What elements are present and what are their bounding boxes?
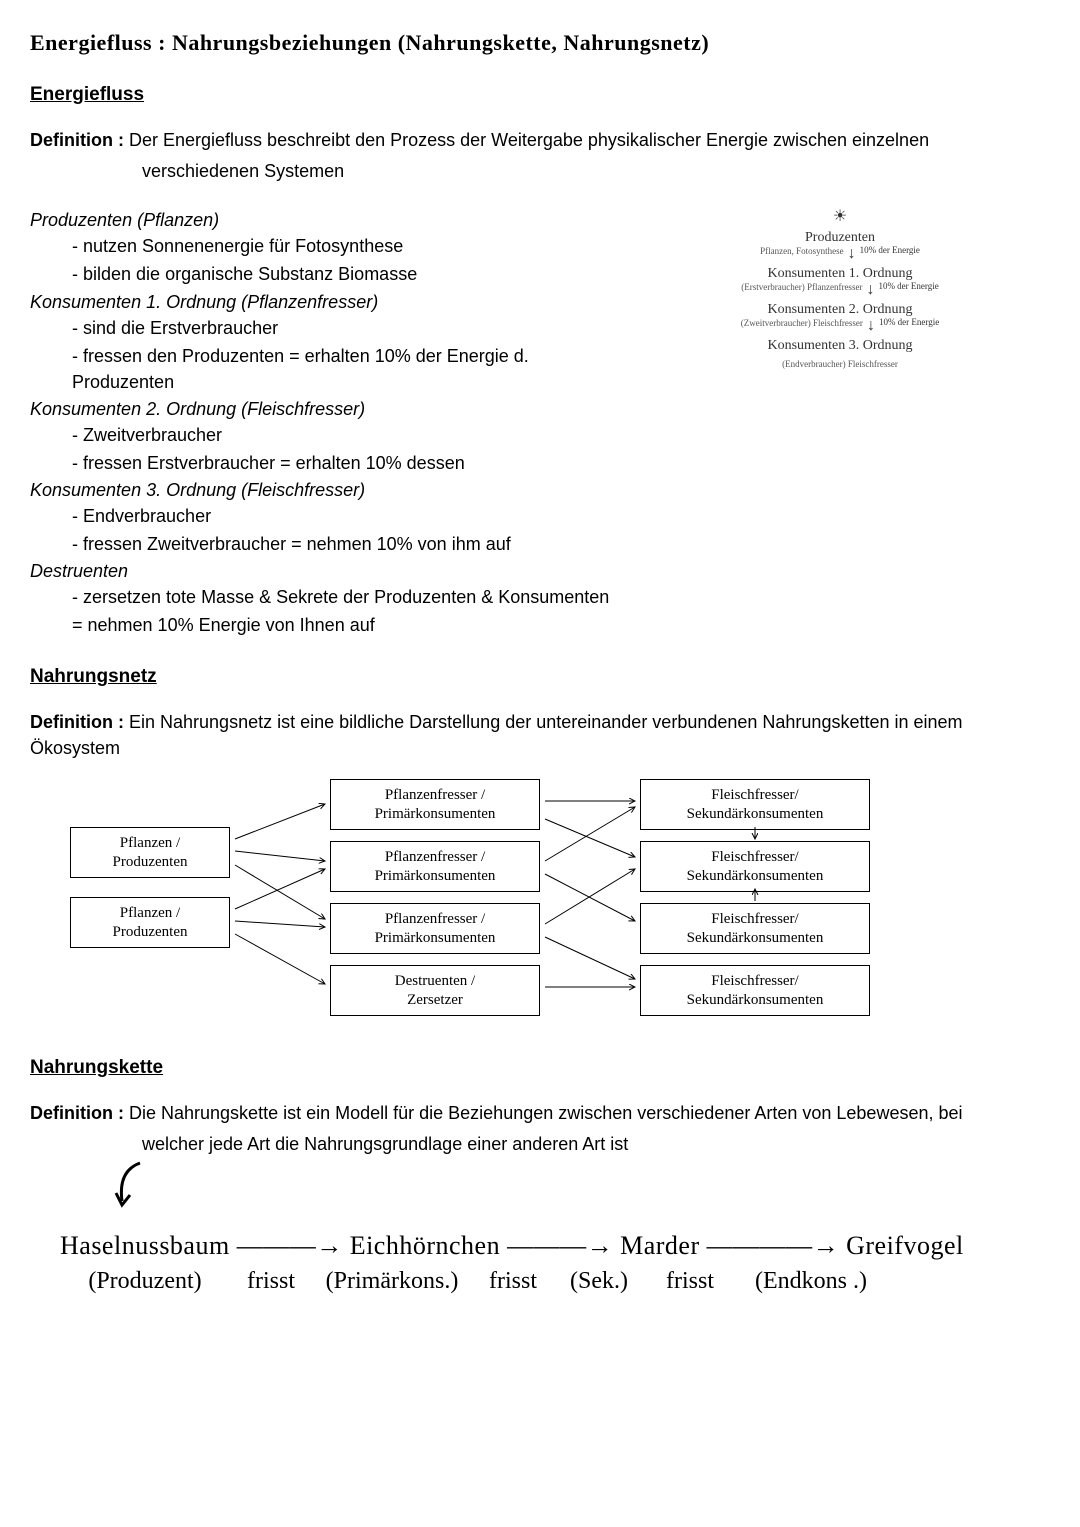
chain-frisst: frisst [650,1265,730,1299]
group-kons2: Konsumenten 2. Ordnung (Fleischfresser) [30,399,620,420]
sun-icon: ☀ [630,206,1050,226]
arrow-right-icon: ————→ [707,1231,840,1260]
chain-role-primaerkons: (Primärkons.) [312,1265,472,1299]
chain-role-produzent: (Produzent) [60,1265,230,1299]
list-item: fressen Erstverbraucher = erhalten 10% d… [72,450,620,476]
arrow-down-curved-icon [110,1161,150,1211]
pyramid-level-kons2: Konsumenten 2. Ordnung [630,302,1050,318]
web-box-pflanzenfresser-2: Pflanzenfresser /Primärkonsumenten [330,841,540,893]
energiefluss-definition-cont: verschiedenen Systemen [142,159,1050,184]
group-kons1: Konsumenten 1. Ordnung (Pflanzenfresser) [30,292,620,313]
arrow-down-icon: ↓ [848,246,856,262]
pyramid-pct: 10% der Energie [878,282,938,292]
food-chain-diagram: Haselnussbaum ———→ Eichhörnchen ———→ Mar… [30,1228,1050,1298]
chain-node-haselnussbaum: Haselnussbaum [60,1231,230,1260]
arrow-down-icon: ↓ [866,282,874,298]
def-label: Definition : [30,1103,124,1123]
web-box-fleischfresser-4: Fleischfresser/Sekundärkonsumenten [640,965,870,1017]
list-item: Zweitverbraucher [72,422,620,448]
list-item: sind die Erstverbraucher [72,315,620,341]
nahrungskette-definition-cont: welcher jede Art die Nahrungsgrundlage e… [142,1132,1050,1157]
def-text: Ein Nahrungsnetz ist eine bildliche Dars… [30,712,963,757]
arrow-right-icon: ———→ [507,1231,613,1260]
list-item: fressen den Produzenten = erhalten 10% d… [72,343,620,395]
web-box-pflanzen-2: Pflanzen /Produzenten [70,897,230,949]
pyramid-level-kons3: Konsumenten 3. Ordnung [630,338,1050,354]
list-item: bilden die organische Substanz Biomasse [72,261,620,287]
food-web-diagram: Pflanzen /Produzenten Pflanzen /Produzen… [70,779,1050,1039]
heading-nahrungsnetz: Nahrungsnetz [30,666,1050,688]
group-destruenten: Destruenten [30,561,620,582]
def-text: Der Energiefluss beschreibt den Prozess … [129,130,929,150]
web-box-destruenten: Destruenten /Zersetzer [330,965,540,1017]
nahrungsnetz-definition: Definition : Ein Nahrungsnetz ist eine b… [30,710,1050,760]
web-box-pflanzen-1: Pflanzen /Produzenten [70,827,230,879]
chain-node-eichhoernchen: Eichhörnchen [350,1231,500,1260]
def-label: Definition : [30,130,124,150]
nahrungskette-definition: Definition : Die Nahrungskette ist ein M… [30,1101,1050,1126]
list-item: Endverbraucher [72,503,620,529]
arrow-right-icon: ———→ [237,1231,343,1260]
pyramid-sub: Pflanzen, Fotosynthese [760,246,844,256]
web-box-pflanzenfresser-1: Pflanzenfresser /Primärkonsumenten [330,779,540,831]
list-item: zersetzen tote Masse & Sekrete der Produ… [72,584,620,610]
list-item: fressen Zweitverbraucher = nehmen 10% vo… [72,531,620,557]
energiefluss-definition: Definition : Der Energiefluss beschreibt… [30,128,1050,153]
heading-energiefluss: Energiefluss [30,84,1050,106]
chain-role-sek: (Sek.) [554,1265,644,1299]
pyramid-sub: (Endverbraucher) Fleischfresser [782,359,898,369]
list-item: = nehmen 10% Energie von Ihnen auf [72,612,620,638]
arrow-down-icon: ↓ [867,318,875,334]
def-text: Die Nahrungskette ist ein Modell für die… [129,1103,963,1123]
trophic-list: Produzenten (Pflanzen) nutzen Sonnenener… [30,206,620,640]
chain-frisst: frisst [478,1265,548,1299]
list-item: nutzen Sonnenenergie für Fotosynthese [72,233,620,259]
web-box-pflanzenfresser-3: Pflanzenfresser /Primärkonsumenten [330,903,540,955]
pyramid-pct: 10% der Energie [879,318,939,328]
heading-nahrungskette: Nahrungskette [30,1057,1050,1079]
group-kons3: Konsumenten 3. Ordnung (Fleischfresser) [30,480,620,501]
pyramid-sub: (Erstverbraucher) Pflanzenfresser [741,282,862,292]
pyramid-level-kons1: Konsumenten 1. Ordnung [630,266,1050,282]
pyramid-pct: 10% der Energie [860,246,920,256]
web-box-fleischfresser-1: Fleischfresser/Sekundärkonsumenten [640,779,870,831]
pyramid-sub: (Zweitverbraucher) Fleischfresser [741,318,863,328]
web-box-fleischfresser-3: Fleischfresser/Sekundärkonsumenten [640,903,870,955]
group-produzenten: Produzenten (Pflanzen) [30,210,620,231]
pyramid-level-produzenten: Produzenten [630,230,1050,246]
chain-node-greifvogel: Greifvogel [846,1231,964,1260]
page-title: Energiefluss : Nahrungsbeziehungen (Nahr… [30,30,1050,56]
web-box-fleischfresser-2: Fleischfresser/Sekundärkonsumenten [640,841,870,893]
energy-pyramid-diagram: ☀ Produzenten Pflanzen, Fotosynthese ↓ 1… [630,206,1050,640]
def-label: Definition : [30,712,124,732]
chain-frisst: frisst [236,1265,306,1299]
chain-node-marder: Marder [620,1231,700,1260]
chain-role-endkons: (Endkons .) [736,1265,886,1299]
